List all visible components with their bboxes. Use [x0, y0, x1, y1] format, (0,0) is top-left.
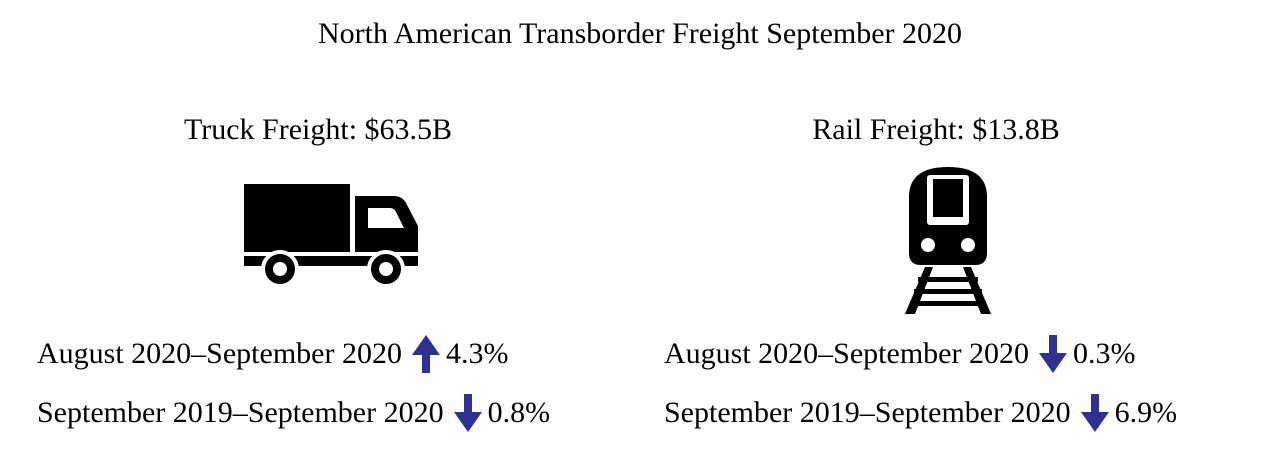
stat-change: 6.9%	[1114, 396, 1178, 429]
page-title: North American Transborder Freight Septe…	[317, 17, 963, 50]
arrow-up-icon	[411, 335, 440, 373]
rail-stat-month-over-month: August 2020–September 2020 0.3%	[664, 334, 1135, 374]
arrow-down-icon	[1080, 394, 1109, 432]
stat-change: 0.3%	[1072, 337, 1136, 370]
truck-stat-month-over-month: August 2020–September 2020 4.3%	[37, 334, 508, 374]
truck-icon	[244, 184, 418, 287]
rail-freight-heading: Rail Freight: $13.8B	[812, 113, 1060, 146]
stat-period: September 2019–September 2020	[664, 396, 1071, 429]
arrow-down-icon	[453, 394, 482, 432]
stat-period: September 2019–September 2020	[37, 396, 444, 429]
rail-stat-year-over-year: September 2019–September 2020 6.9%	[664, 393, 1177, 433]
stat-period: August 2020–September 2020	[37, 337, 402, 370]
truck-stat-year-over-year: September 2019–September 2020 0.8%	[37, 393, 550, 433]
stat-period: August 2020–September 2020	[664, 337, 1029, 370]
truck-freight-heading: Truck Freight: $63.5B	[183, 113, 453, 146]
arrow-down-icon	[1038, 335, 1067, 373]
stat-change: 0.8%	[487, 396, 551, 429]
train-icon	[905, 167, 991, 314]
stat-change: 4.3%	[445, 337, 509, 370]
